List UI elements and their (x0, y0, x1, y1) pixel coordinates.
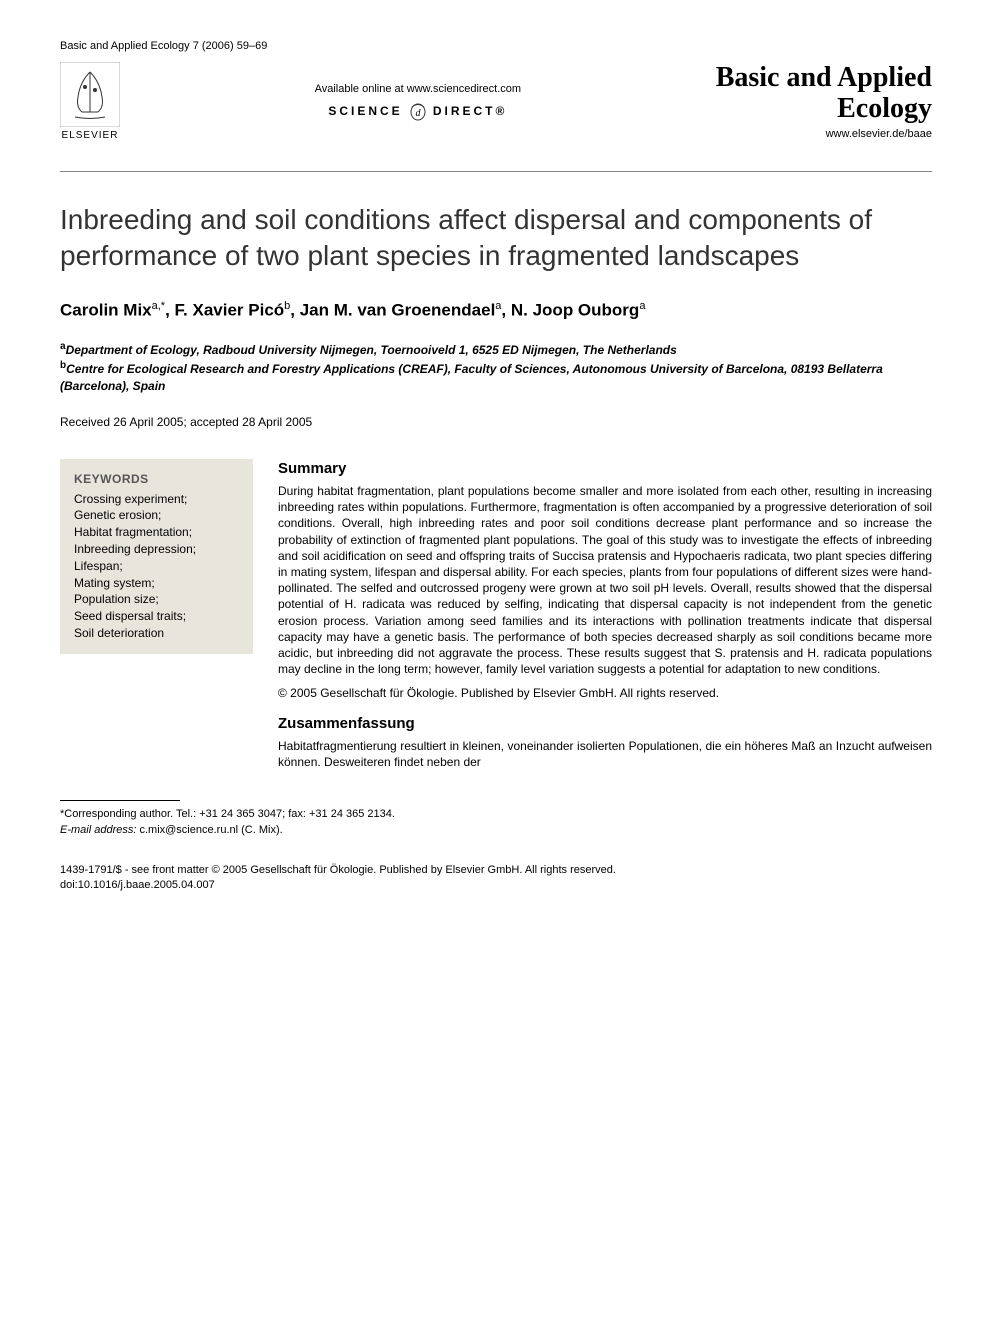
article-dates: Received 26 April 2005; accepted 28 Apri… (60, 415, 932, 429)
direct-text: DIRECT® (433, 103, 508, 117)
journal-title: Basic and Applied Ecology (716, 63, 932, 125)
header-middle: ELSEVIER Available online at www.science… (60, 62, 932, 141)
publisher-name: ELSEVIER (62, 130, 119, 141)
header-divider (60, 171, 932, 172)
footnotes: *Corresponding author. Tel.: +31 24 365 … (60, 807, 932, 838)
author-1-sup: a,* (152, 300, 165, 312)
science-direct-logo: SCIENCE d DIRECT® (315, 103, 521, 121)
author-1: Carolin Mix (60, 300, 152, 319)
available-online-text: Available online at www.sciencedirect.co… (315, 83, 521, 95)
abstract-column: Summary During habitat fragmentation, pl… (278, 459, 932, 770)
citation-text: Basic and Applied Ecology 7 (2006) 59–69 (60, 40, 267, 52)
page-container: Basic and Applied Ecology 7 (2006) 59–69… (0, 0, 992, 934)
header-row: Basic and Applied Ecology 7 (2006) 59–69 (60, 40, 932, 52)
journal-url[interactable]: www.elsevier.de/baae (716, 128, 932, 140)
article-title: Inbreeding and soil conditions affect di… (60, 202, 932, 275)
summary-copyright: © 2005 Gesellschaft für Ökologie. Publis… (278, 685, 932, 701)
zusammenfassung-text: Habitatfragmentierung resultiert in klei… (278, 738, 932, 770)
svg-text:d: d (415, 108, 421, 119)
footer-doi: doi:10.1016/j.baae.2005.04.007 (60, 878, 932, 893)
affiliation-a: Department of Ecology, Radboud Universit… (66, 343, 677, 357)
summary-text: During habitat fragmentation, plant popu… (278, 483, 932, 677)
science-text: SCIENCE (328, 103, 402, 117)
journal-title-line2: Ecology (837, 93, 932, 124)
author-2: , F. Xavier Picó (165, 300, 284, 319)
author-3: , Jan M. van Groenendael (290, 300, 495, 319)
authors-line: Carolin Mixa,*, F. Xavier Picób, Jan M. … (60, 300, 932, 321)
keywords-list: Crossing experiment; Genetic erosion; Ha… (74, 491, 239, 642)
corresponding-author: *Corresponding author. Tel.: +31 24 365 … (60, 807, 932, 822)
keywords-heading: KEYWORDS (74, 471, 239, 488)
author-4-sup: a (639, 300, 645, 312)
email-label: E-mail address: (60, 824, 136, 836)
journal-block: Basic and Applied Ecology www.elsevier.d… (716, 63, 932, 140)
footnote-divider (60, 800, 180, 801)
content-row: KEYWORDS Crossing experiment; Genetic er… (60, 459, 932, 770)
footer-copyright: 1439-1791/$ - see front matter © 2005 Ge… (60, 863, 932, 878)
email-line: E-mail address: c.mix@science.ru.nl (C. … (60, 823, 932, 838)
sciencedirect-block: Available online at www.sciencedirect.co… (315, 83, 521, 121)
affiliation-b: Centre for Ecological Research and Fores… (60, 362, 883, 393)
author-4: , N. Joop Ouborg (501, 300, 639, 319)
publisher-block: ELSEVIER (60, 62, 120, 141)
zusammenfassung-heading: Zusammenfassung (278, 714, 932, 734)
summary-heading: Summary (278, 459, 932, 479)
elsevier-tree-icon (60, 62, 120, 127)
email-address[interactable]: c.mix@science.ru.nl (C. Mix). (136, 824, 282, 836)
footer: 1439-1791/$ - see front matter © 2005 Ge… (60, 863, 932, 894)
keywords-box: KEYWORDS Crossing experiment; Genetic er… (60, 459, 253, 654)
journal-title-line1: Basic and Applied (716, 62, 932, 93)
affiliations: aDepartment of Ecology, Radboud Universi… (60, 340, 932, 394)
